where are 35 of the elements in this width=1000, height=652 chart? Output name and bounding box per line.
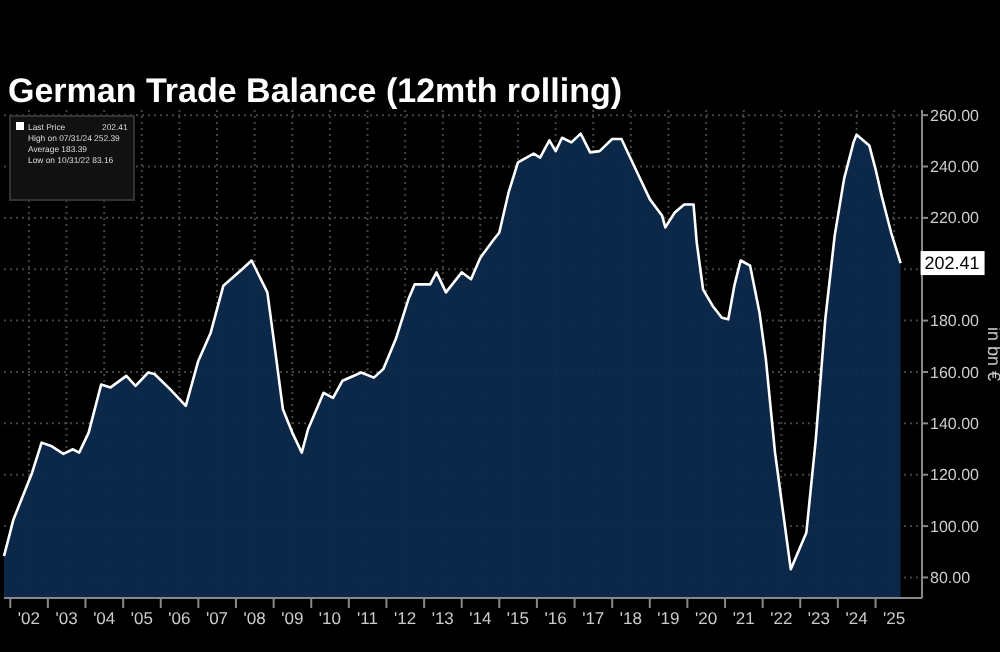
- x-tick-label: '16: [544, 608, 568, 628]
- x-tick-label: '06: [168, 608, 192, 628]
- x-tick-label: '08: [243, 608, 267, 628]
- x-tick-label: '22: [770, 608, 793, 628]
- x-tick-label: '15: [506, 608, 530, 628]
- y-tick-label: 80.00: [930, 569, 972, 588]
- x-tick-label: '05: [130, 608, 154, 628]
- x-tick-label: '12: [394, 608, 417, 628]
- x-tick-label: '13: [431, 608, 455, 628]
- x-tick-label: '02: [17, 608, 41, 628]
- y-tick-label: 120.00: [930, 466, 981, 485]
- x-tick-label: '21: [732, 608, 756, 628]
- x-tick-label: '17: [582, 608, 605, 628]
- y-tick-label: 260.00: [930, 106, 981, 125]
- y-tick-label: 100.00: [930, 517, 981, 536]
- x-tick-label: '18: [619, 608, 643, 628]
- x-tick-label: '11: [357, 608, 379, 628]
- y-tick-label: 180.00: [930, 312, 981, 331]
- y-tick-label: 160.00: [930, 363, 981, 382]
- x-tick-label: '07: [205, 608, 229, 628]
- x-tick-label: '04: [93, 608, 116, 628]
- y-tick-label: 240.00: [930, 158, 981, 177]
- x-tick-label: '24: [845, 608, 869, 628]
- y-tick-label: 140.00: [930, 414, 981, 433]
- x-tick-label: '25: [883, 608, 906, 628]
- x-tick-label: '10: [318, 608, 342, 628]
- y-tick-label: 220.00: [930, 209, 981, 228]
- x-tick-label: '03: [55, 608, 79, 628]
- x-tick-label: '23: [807, 608, 831, 628]
- x-tick-label: '09: [281, 608, 304, 628]
- x-tick-label: '20: [695, 608, 718, 628]
- x-tick-label: '14: [469, 608, 492, 628]
- annotation: 202.41: [924, 253, 980, 274]
- chart-title: German Trade Balance (12mth rolling): [8, 72, 623, 110]
- x-tick-label: '19: [657, 608, 681, 628]
